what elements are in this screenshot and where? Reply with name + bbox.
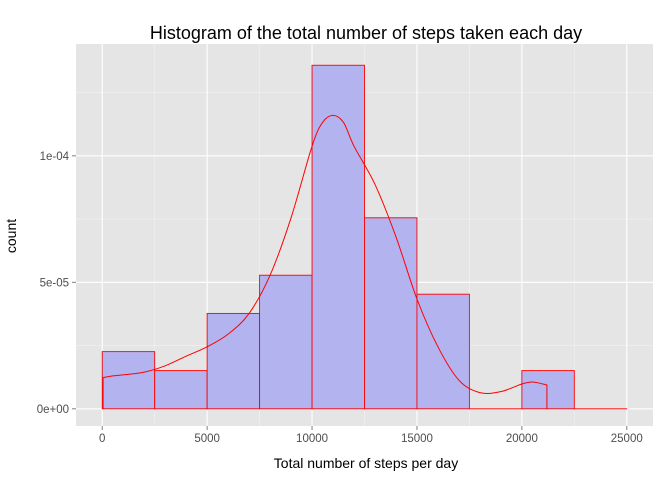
y-axis-title: count [3,219,19,253]
histogram-bar [154,370,208,410]
histogram-bar [101,351,156,410]
y-tick-label: 0e+00 [37,404,69,416]
histogram-bars [101,64,628,410]
x-tick-label: 5000 [194,433,220,445]
histogram-bar [311,64,365,410]
density-curve-layer [102,114,548,409]
density-curve [102,114,548,409]
x-tick-label: 20000 [506,433,538,445]
x-axis: 0 5000 10000 15000 20000 25000 [99,426,643,445]
x-tick-label: 0 [99,433,105,445]
histogram-bar [416,293,470,410]
histogram-bar [206,312,261,410]
x-tick-label: 10000 [296,433,328,445]
histogram-bar [364,217,418,410]
x-tick-label: 25000 [611,433,643,445]
chart-title: Histogram of the total number of steps t… [150,23,582,43]
y-axis: 0e+00 5e-05 1e-04 [37,151,76,416]
x-tick-label: 15000 [401,433,433,445]
y-tick-label: 5e-05 [40,277,69,289]
histogram-bar [521,370,575,410]
histogram-bar [259,274,313,410]
x-axis-title: Total number of steps per day [274,455,458,471]
y-tick-label: 1e-04 [40,151,70,163]
